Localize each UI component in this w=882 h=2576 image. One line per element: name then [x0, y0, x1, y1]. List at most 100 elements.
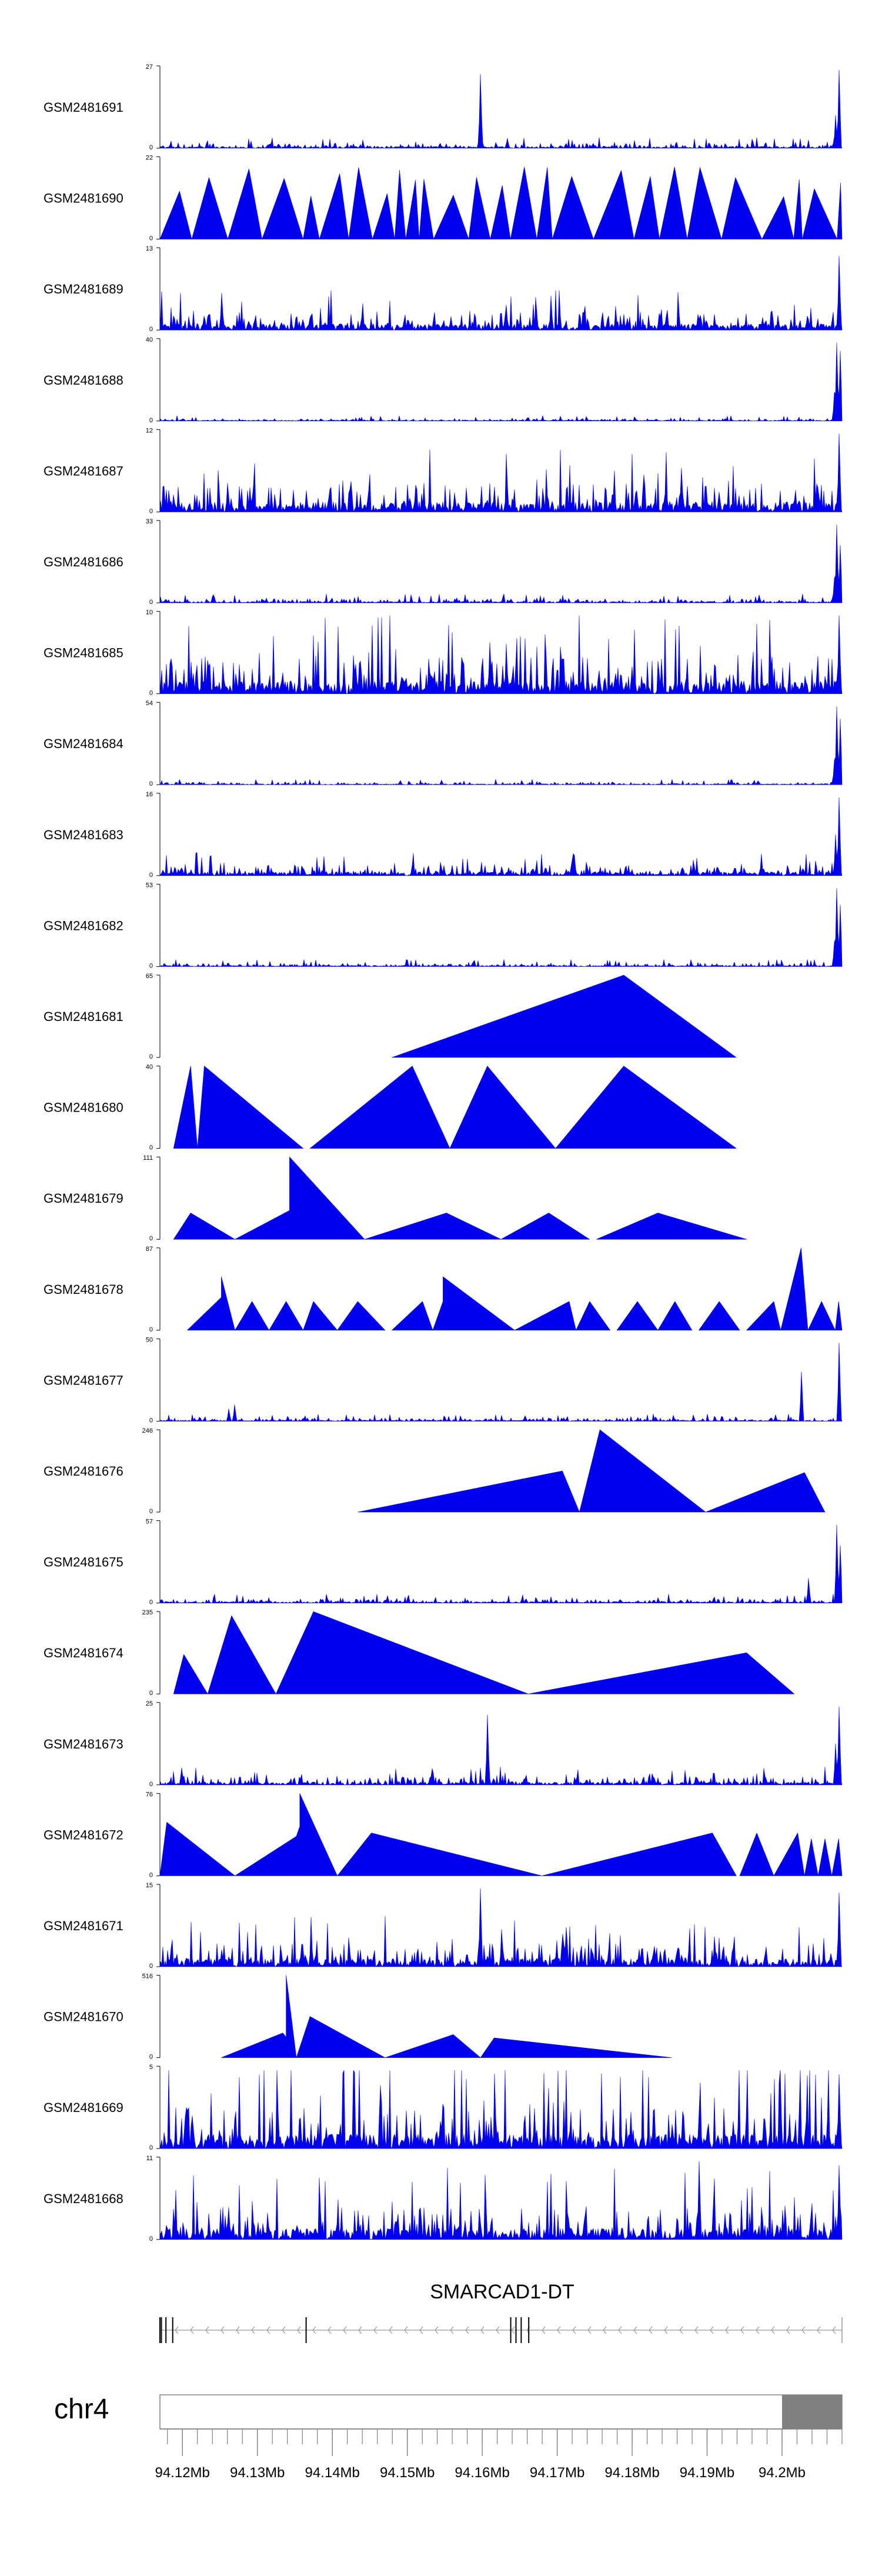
track-label: GSM2481668	[44, 2191, 123, 2206]
chromosome-label: chr4	[54, 2394, 109, 2425]
x-tick-label: 94.2Mb	[759, 2465, 806, 2481]
coverage-area	[159, 342, 843, 422]
strand-arrow	[389, 2326, 393, 2334]
strand-arrow	[343, 2326, 347, 2334]
coverage-area	[159, 615, 843, 694]
track-label: GSM2481676	[44, 1464, 123, 1479]
coverage-area	[159, 1888, 843, 1967]
x-tick-label: 94.19Mb	[680, 2465, 734, 2481]
y-min-label: 0	[149, 2235, 153, 2243]
strand-arrow	[205, 2326, 209, 2334]
track-GSM2481676: GSM2481676 246 0	[44, 1427, 826, 1515]
coverage-area	[159, 706, 843, 785]
y-max-label: 50	[146, 1336, 153, 1343]
y-max-label: 54	[146, 700, 153, 707]
y-min-label: 0	[149, 417, 153, 424]
coverage-area	[221, 1975, 672, 2058]
track-GSM2481673: GSM2481673 25 0	[44, 1700, 843, 1788]
track-GSM2481691: GSM2481691 27 0	[44, 64, 843, 151]
y-min-label: 0	[149, 1326, 153, 1333]
strand-arrow	[266, 2326, 270, 2334]
track-GSM2481669: GSM2481669 5 0	[44, 2064, 843, 2151]
y-max-label: 25	[146, 1700, 153, 1707]
y-min-label: 0	[149, 690, 153, 697]
track-GSM2481687: GSM2481687 12 0	[44, 427, 843, 515]
y-max-label: 246	[142, 1427, 153, 1434]
track-label: GSM2481688	[44, 373, 123, 388]
track-GSM2481668: GSM2481668 11 0	[44, 2155, 843, 2243]
strand-arrow	[801, 2326, 806, 2334]
y-max-label: 76	[146, 1791, 153, 1798]
strand-arrow	[435, 2326, 439, 2334]
track-label: GSM2481673	[44, 1737, 123, 1751]
y-max-label: 15	[146, 1882, 153, 1889]
y-max-label: 53	[146, 882, 153, 889]
y-max-label: 11	[146, 2155, 153, 2162]
strand-arrow	[190, 2326, 194, 2334]
x-tick-label: 94.12Mb	[155, 2465, 209, 2481]
coverage-area	[159, 888, 843, 967]
strand-arrow	[756, 2326, 760, 2334]
coverage-area	[358, 1429, 826, 1513]
coverage-area	[159, 797, 843, 876]
strand-arrow	[312, 2326, 316, 2334]
coverage-area	[159, 255, 843, 331]
strand-arrow	[618, 2326, 622, 2334]
y-min-label: 0	[149, 1963, 153, 1970]
gene-track: SMARCAD1-DT	[159, 2281, 843, 2343]
strand-arrow	[771, 2326, 775, 2334]
coverage-area	[173, 1066, 737, 1149]
y-min-label: 0	[149, 1508, 153, 1515]
coverage-area	[159, 166, 843, 239]
strand-arrow	[282, 2326, 286, 2334]
coverage-area	[159, 433, 843, 512]
track-label: GSM2481684	[44, 736, 123, 751]
coverage-area	[173, 1156, 747, 1240]
y-max-label: 13	[146, 245, 153, 252]
track-GSM2481683: GSM2481683 16 0	[44, 791, 843, 879]
y-min-label: 0	[149, 872, 153, 879]
coverage-area	[159, 1343, 843, 1422]
y-max-label: 87	[146, 1246, 153, 1253]
strand-arrow	[358, 2326, 362, 2334]
y-min-label: 0	[149, 144, 153, 151]
x-tick-label: 94.17Mb	[530, 2465, 584, 2481]
y-min-label: 0	[149, 1690, 153, 1697]
strand-arrow	[587, 2326, 592, 2334]
strand-arrow	[542, 2326, 546, 2334]
y-min-label: 0	[149, 1599, 153, 1606]
y-max-label: 57	[146, 1519, 153, 1526]
strand-arrow	[220, 2326, 225, 2334]
coverage-area	[159, 1706, 843, 1786]
coverage-tracks: GSM2481691270GSM2481690220GSM2481689130G…	[44, 64, 843, 2243]
ideogram-bar	[159, 2394, 843, 2430]
track-GSM2481681: GSM2481681 65 0	[44, 973, 737, 1060]
y-min-label: 0	[149, 326, 153, 333]
y-max-label: 22	[146, 155, 153, 162]
genomic-axis: 94.12Mb 94.13Mb 94.14Mb 94.15Mb 94.16Mb 94.17…	[155, 2428, 843, 2481]
y-max-label: 16	[146, 791, 153, 798]
strand-arrow	[603, 2326, 607, 2334]
strand-arrow	[328, 2326, 332, 2334]
track-GSM2481670: GSM2481670 516 0	[44, 1973, 672, 2061]
strand-arrow	[725, 2326, 729, 2334]
track-label: GSM2481677	[44, 1373, 123, 1387]
y-min-label: 0	[149, 780, 153, 788]
track-label: GSM2481675	[44, 1555, 123, 1570]
track-GSM2481671: GSM2481671 15 0	[44, 1882, 843, 1970]
strand-arrow	[633, 2326, 637, 2334]
track-GSM2481677: GSM2481677 50 0	[44, 1336, 843, 1424]
track-GSM2481674: GSM2481674 235 0	[44, 1609, 795, 1697]
y-min-label: 0	[149, 235, 153, 242]
strand-arrow	[419, 2326, 423, 2334]
y-max-label: 12	[146, 427, 153, 434]
strand-arrow	[373, 2326, 377, 2334]
track-label: GSM2481686	[44, 555, 123, 569]
track-label: GSM2481682	[44, 918, 123, 933]
strand-arrow	[450, 2326, 454, 2334]
strand-arrow	[679, 2326, 683, 2334]
y-max-label: 40	[146, 1064, 153, 1071]
coverage-area	[392, 975, 737, 1058]
strand-arrow	[572, 2326, 576, 2334]
x-tick-label: 94.15Mb	[380, 2465, 435, 2481]
